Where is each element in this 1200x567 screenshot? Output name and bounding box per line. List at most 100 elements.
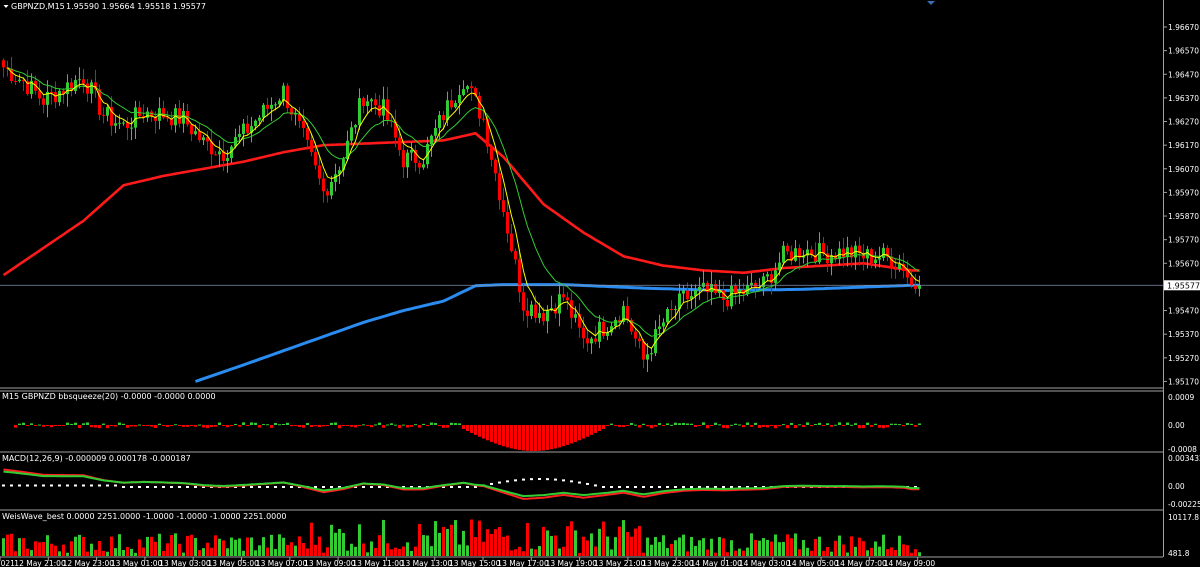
candle-bull[interactable] <box>918 285 921 289</box>
candle-bear[interactable] <box>70 82 73 91</box>
candle-bull[interactable] <box>574 314 577 318</box>
candle-bear[interactable] <box>498 173 501 201</box>
candle-bear[interactable] <box>210 141 213 155</box>
candle-bear[interactable] <box>734 285 737 294</box>
candle-bull[interactable] <box>282 85 285 101</box>
candle-bear[interactable] <box>94 82 97 90</box>
candle-bull[interactable] <box>382 99 385 116</box>
candle-bear[interactable] <box>290 108 293 115</box>
candle-bull[interactable] <box>606 332 609 336</box>
candle-bear[interactable] <box>642 341 645 360</box>
candle-bear[interactable] <box>594 338 597 342</box>
candle-bull[interactable] <box>538 313 541 318</box>
candle-bear[interactable] <box>534 304 537 318</box>
candle-bear[interactable] <box>514 251 517 260</box>
candle-bull[interactable] <box>354 125 357 128</box>
candle-bear[interactable] <box>138 107 141 117</box>
candle-bull[interactable] <box>74 80 77 91</box>
candle-bear[interactable] <box>54 92 57 103</box>
candle-bear[interactable] <box>386 99 389 121</box>
candle-bear[interactable] <box>482 118 485 120</box>
candle-bear[interactable] <box>470 86 473 89</box>
macd-panel[interactable]: MACD(12,26,9) -0.000009 0.000178 -0.0001… <box>2 454 1200 509</box>
candle-bear[interactable] <box>822 243 825 254</box>
candle-bear[interactable] <box>126 122 129 129</box>
candle-bear[interactable] <box>638 338 641 342</box>
candle-bull[interactable] <box>58 90 61 103</box>
candle-bull[interactable] <box>718 290 721 294</box>
candle-bull[interactable] <box>866 249 869 259</box>
candle-bear[interactable] <box>906 270 909 278</box>
candle-bull[interactable] <box>558 294 561 314</box>
candle-bear[interactable] <box>914 285 917 289</box>
candle-bear[interactable] <box>38 90 41 99</box>
candle-bull[interactable] <box>242 123 245 134</box>
candle-bull[interactable] <box>262 104 265 118</box>
candle-bear[interactable] <box>298 113 301 121</box>
candle-bull[interactable] <box>614 319 617 327</box>
candle-bear[interactable] <box>494 159 497 174</box>
candle-bear[interactable] <box>486 119 489 147</box>
candle-bull[interactable] <box>254 120 257 127</box>
candle-bull[interactable] <box>294 113 297 115</box>
candle-bear[interactable] <box>886 247 889 257</box>
candle-bull[interactable] <box>194 131 197 135</box>
candle-bull[interactable] <box>226 158 229 161</box>
candle-bull[interactable] <box>30 80 33 95</box>
candle-bull[interactable] <box>258 117 261 121</box>
candle-bear[interactable] <box>62 90 65 95</box>
candle-bear[interactable] <box>362 98 365 107</box>
candle-bull[interactable] <box>350 127 353 141</box>
candle-bear[interactable] <box>402 150 405 168</box>
candle-bull[interactable] <box>230 146 233 159</box>
candle-bear[interactable] <box>162 108 165 118</box>
candle-bear[interactable] <box>150 111 153 117</box>
candle-bear[interactable] <box>770 274 773 283</box>
candle-bear[interactable] <box>582 327 585 339</box>
candle-bull[interactable] <box>682 290 685 294</box>
candle-bull[interactable] <box>182 110 185 124</box>
candle-bear[interactable] <box>318 165 321 179</box>
candle-bull[interactable] <box>270 104 273 109</box>
candle-bear[interactable] <box>86 83 89 94</box>
bbsqueeze-panel[interactable]: M15 GBPNZD bbsqueeze(20) -0.0000 -0.0000… <box>2 392 1197 454</box>
candle-bear[interactable] <box>206 137 209 142</box>
candle-bear[interactable] <box>842 248 845 258</box>
candle-bear[interactable] <box>10 68 13 82</box>
candle-bull[interactable] <box>250 126 253 133</box>
candle-bull[interactable] <box>358 98 361 126</box>
candle-bear[interactable] <box>502 200 505 213</box>
candle-bear[interactable] <box>490 146 493 160</box>
candle-bear[interactable] <box>306 128 309 140</box>
candle-bear[interactable] <box>266 104 269 109</box>
candle-bull[interactable] <box>122 122 125 124</box>
candle-bear[interactable] <box>850 247 853 258</box>
candle-bear[interactable] <box>22 79 25 82</box>
candle-bear[interactable] <box>786 245 789 252</box>
candle-bear[interactable] <box>418 162 421 168</box>
candle-bear[interactable] <box>810 249 813 255</box>
candle-bear[interactable] <box>198 131 201 141</box>
candle-bear[interactable] <box>722 290 725 301</box>
candle-bull[interactable] <box>454 103 457 108</box>
shift-marker-icon[interactable] <box>927 1 935 5</box>
candle-bear[interactable] <box>670 309 673 311</box>
candle-bear[interactable] <box>726 300 729 307</box>
candle-bear[interactable] <box>506 212 509 234</box>
candle-bear[interactable] <box>246 123 249 133</box>
candle-bull[interactable] <box>278 100 281 105</box>
candle-bear[interactable] <box>798 248 801 258</box>
weiswave-panel[interactable]: WeisWave_best 0.0000 2251.0000 -1.0000 -… <box>2 512 1199 558</box>
collapse-arrow-icon[interactable] <box>3 5 9 8</box>
candle-bear[interactable] <box>518 259 521 293</box>
candle-bull[interactable] <box>466 86 469 90</box>
candle-bear[interactable] <box>286 85 289 109</box>
candle-bear[interactable] <box>98 89 101 115</box>
candle-bear[interactable] <box>214 154 217 156</box>
candle-bear[interactable] <box>374 99 377 106</box>
candle-bull[interactable] <box>662 322 665 327</box>
candle-bull[interactable] <box>134 107 137 128</box>
candle-bull[interactable] <box>878 257 881 260</box>
candle-bull[interactable] <box>238 133 241 138</box>
